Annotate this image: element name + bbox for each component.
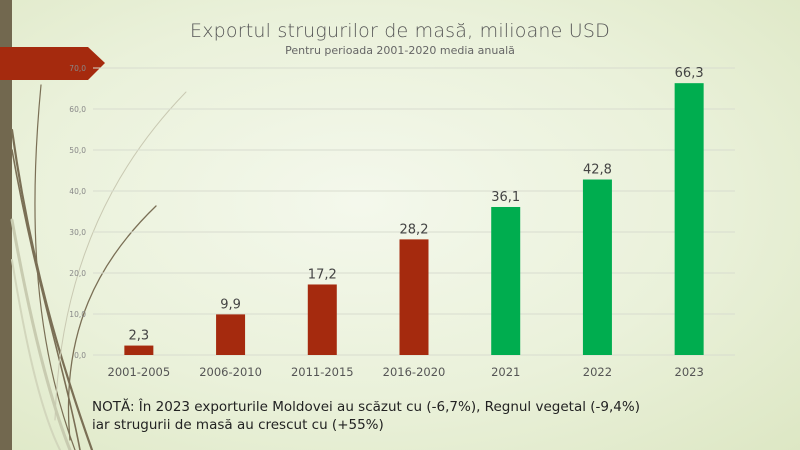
bar <box>399 239 429 355</box>
data-label: 36,1 <box>491 190 520 205</box>
chart-subtitle: Pentru perioada 2001-2020 media anuală <box>285 44 515 57</box>
data-label: 2,3 <box>129 329 150 344</box>
x-tick-label: 2011-2015 <box>291 365 354 379</box>
y-axis-ticks: 0,0 10,0 20,0 30,0 40,0 50,0 60,0 70,0 <box>69 64 86 360</box>
bar <box>307 284 337 355</box>
y-tick-label: 70,0 <box>69 64 86 73</box>
y-tick-label: 50,0 <box>69 146 86 155</box>
title-banner-arrow <box>0 47 105 80</box>
x-axis-labels: 2001-2005 2006-2010 2011-2015 2016-2020 2021… <box>108 365 704 379</box>
y-tick-label: 0,0 <box>74 351 86 360</box>
y-tick-label: 30,0 <box>69 228 86 237</box>
bar <box>674 83 704 356</box>
note-line-2: iar strugurii de masă au crescut cu (+55… <box>92 417 384 433</box>
bar <box>491 206 521 355</box>
y-tick-label: 20,0 <box>69 269 86 278</box>
x-tick-label: 2006-2010 <box>199 365 262 379</box>
data-label: 66,3 <box>675 66 704 81</box>
y-tick-label: 60,0 <box>69 105 86 114</box>
bar <box>124 345 154 355</box>
x-tick-label: 2023 <box>675 365 704 379</box>
x-tick-label: 2016-2020 <box>383 365 446 379</box>
y-tick-label: 40,0 <box>69 187 86 196</box>
bar <box>582 179 612 355</box>
note-text: NOTĂ: În 2023 exporturile Moldovei au sc… <box>92 398 640 434</box>
decorative-curves <box>10 84 187 450</box>
y-tick-label: 10,0 <box>69 310 86 319</box>
x-tick-label: 2021 <box>491 365 520 379</box>
data-label: 9,9 <box>220 297 241 312</box>
chart-title: Exportul strugurilor de masă, milioane U… <box>190 20 610 42</box>
bar <box>216 314 246 355</box>
bars <box>124 83 704 356</box>
x-tick-label: 2001-2005 <box>108 365 171 379</box>
value-labels: 2,3 9,9 17,2 28,2 36,1 42,8 66,3 <box>129 66 704 343</box>
data-label: 17,2 <box>308 267 337 282</box>
data-label: 28,2 <box>400 222 429 237</box>
x-tick-label: 2022 <box>583 365 612 379</box>
note-line-1: NOTĂ: În 2023 exporturile Moldovei au sc… <box>92 399 640 415</box>
side-strip <box>0 0 12 450</box>
data-label: 42,8 <box>583 163 612 178</box>
